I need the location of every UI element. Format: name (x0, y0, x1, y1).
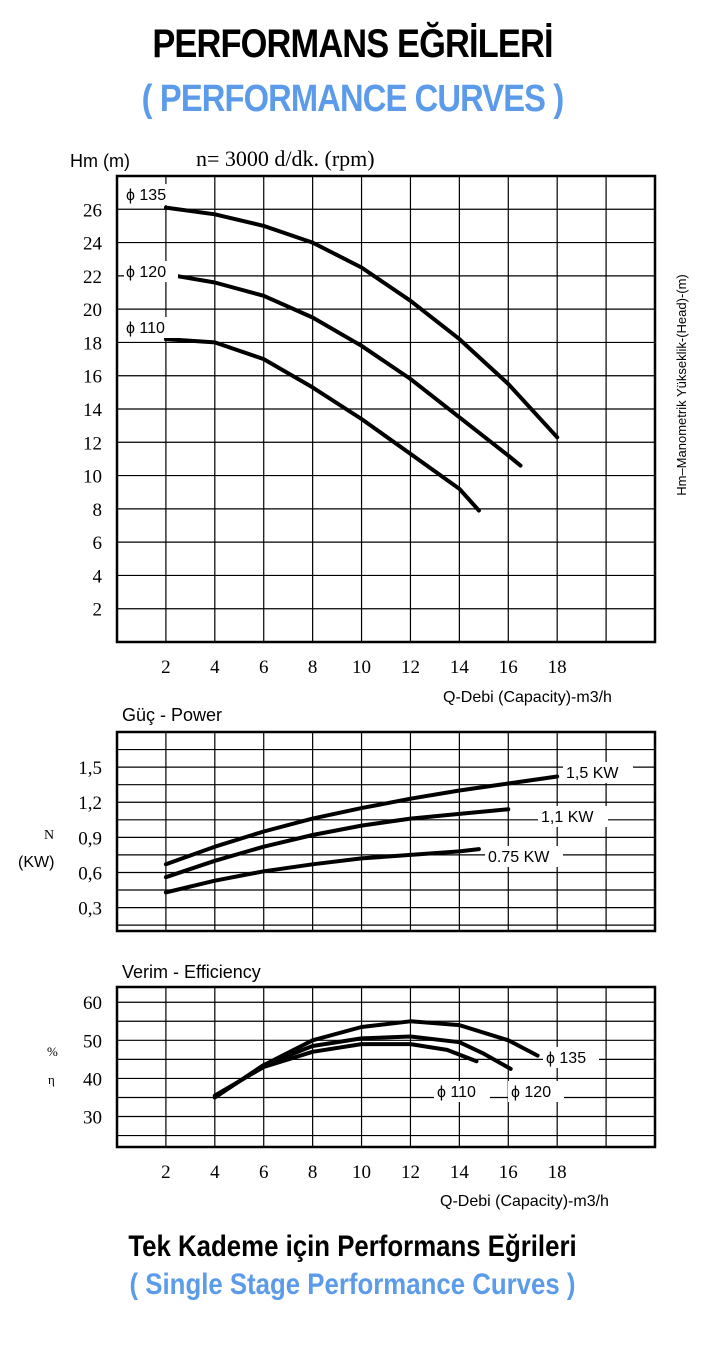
y-axis-label: N (44, 828, 54, 843)
series-line-1 (212, 1034, 513, 1100)
series-label: ϕ 120 (126, 264, 166, 281)
x-tick-label: 6 (259, 657, 269, 678)
y-tick-label: 4 (93, 566, 103, 587)
x-tick-label: 14 (450, 1162, 470, 1183)
plot-frame-efficiency (115, 985, 657, 1149)
x-tick-label: 4 (210, 657, 220, 678)
x-tick-label: 18 (548, 1162, 567, 1183)
y-tick-label: 12 (83, 433, 102, 454)
y-axis-label-right: Hm–Manometrik Yükseklik-(Head)-(m) (674, 274, 689, 496)
series-label-bg (124, 317, 178, 338)
y-axis-label-unit: η (48, 1072, 55, 1087)
chart-title: n= 3000 d/dk. (rpm) (196, 146, 375, 171)
x-tick-label: 8 (308, 657, 318, 678)
x-tick-label: 14 (450, 657, 470, 678)
series-line-2 (212, 1042, 479, 1098)
page-title: PERFORMANS EĞRİLERİ (152, 22, 553, 66)
chart-title: Güç - Power (122, 705, 222, 725)
series-label: ϕ 110 (437, 1084, 476, 1101)
x-tick-label: 16 (499, 1162, 518, 1183)
footer-subtitle: ( Single Stage Performance Curves ) (129, 1268, 576, 1301)
series-label-bg (485, 846, 563, 867)
x-tick-label: 4 (210, 1162, 220, 1183)
x-tick-label: 10 (352, 657, 371, 678)
y-tick-label: 8 (93, 500, 103, 521)
series-label: 1,1 KW (541, 809, 594, 826)
x-axis-label: Q-Debi (Capacity)-m3/h (440, 1193, 609, 1210)
chart-title: Verim - Efficiency (122, 962, 261, 982)
y-tick-label: 18 (83, 333, 102, 354)
x-tick-label: 16 (499, 657, 518, 678)
x-tick-label: 10 (352, 1162, 371, 1183)
x-axis-label: Q-Debi (Capacity)-m3/h (443, 689, 612, 706)
series-label-bg (538, 806, 608, 827)
y-tick-label: 20 (83, 300, 102, 321)
y-tick-label: 0,6 (78, 863, 102, 884)
series-label-bg (434, 1081, 490, 1102)
y-axis-label: % (47, 1044, 58, 1059)
series-label-bg (124, 184, 178, 205)
series-line-0 (163, 205, 560, 440)
x-tick-label: 8 (308, 1162, 318, 1183)
y-tick-label: 22 (83, 267, 102, 288)
y-tick-label: 2 (93, 600, 103, 621)
series-line-2 (163, 847, 481, 895)
plot-frame-head (115, 174, 657, 644)
footer-title: Tek Kademe için Performans Eğrileri (128, 1230, 577, 1263)
x-tick-label: 18 (548, 657, 567, 678)
series-label: ϕ 110 (126, 320, 165, 337)
y-tick-label: 30 (83, 1108, 102, 1129)
series-label-bg (124, 261, 178, 282)
y-tick-label: 26 (83, 200, 102, 221)
y-tick-label: 14 (83, 400, 103, 421)
y-tick-label: 0,3 (78, 899, 102, 920)
y-tick-label: 60 (83, 993, 102, 1014)
plot-frame-power (115, 730, 657, 933)
series-label-bg (543, 1047, 599, 1068)
series-label: 1,5 KW (566, 765, 619, 782)
y-tick-label: 40 (83, 1069, 102, 1090)
y-tick-label: 50 (83, 1031, 102, 1052)
x-tick-label: 12 (401, 657, 420, 678)
page-subtitle: ( PERFORMANCE CURVES ) (141, 78, 565, 120)
x-tick-label: 2 (161, 1162, 171, 1183)
series-line-1 (163, 272, 523, 468)
series-line-1 (163, 807, 511, 880)
series-line-2 (163, 337, 481, 513)
y-tick-label: 1,5 (78, 758, 102, 779)
series-label: ϕ 135 (126, 187, 166, 204)
series-label-bg (563, 762, 633, 783)
series-line-0 (163, 774, 560, 867)
series-label: ϕ 120 (511, 1084, 551, 1101)
x-tick-label: 6 (259, 1162, 269, 1183)
y-axis-label-unit: (KW) (18, 854, 54, 871)
y-tick-label: 1,2 (78, 793, 102, 814)
x-tick-label: 2 (161, 657, 171, 678)
series-label: ϕ 135 (546, 1050, 586, 1067)
y-tick-label: 10 (83, 467, 102, 488)
y-tick-label: 0,9 (78, 828, 102, 849)
y-axis-label: Hm (m) (70, 151, 130, 171)
series-label-bg (508, 1081, 564, 1102)
y-tick-label: 16 (83, 367, 102, 388)
x-tick-label: 12 (401, 1162, 420, 1183)
y-tick-label: 6 (93, 533, 103, 554)
y-tick-label: 24 (83, 234, 103, 255)
series-label: 0.75 KW (488, 849, 550, 866)
